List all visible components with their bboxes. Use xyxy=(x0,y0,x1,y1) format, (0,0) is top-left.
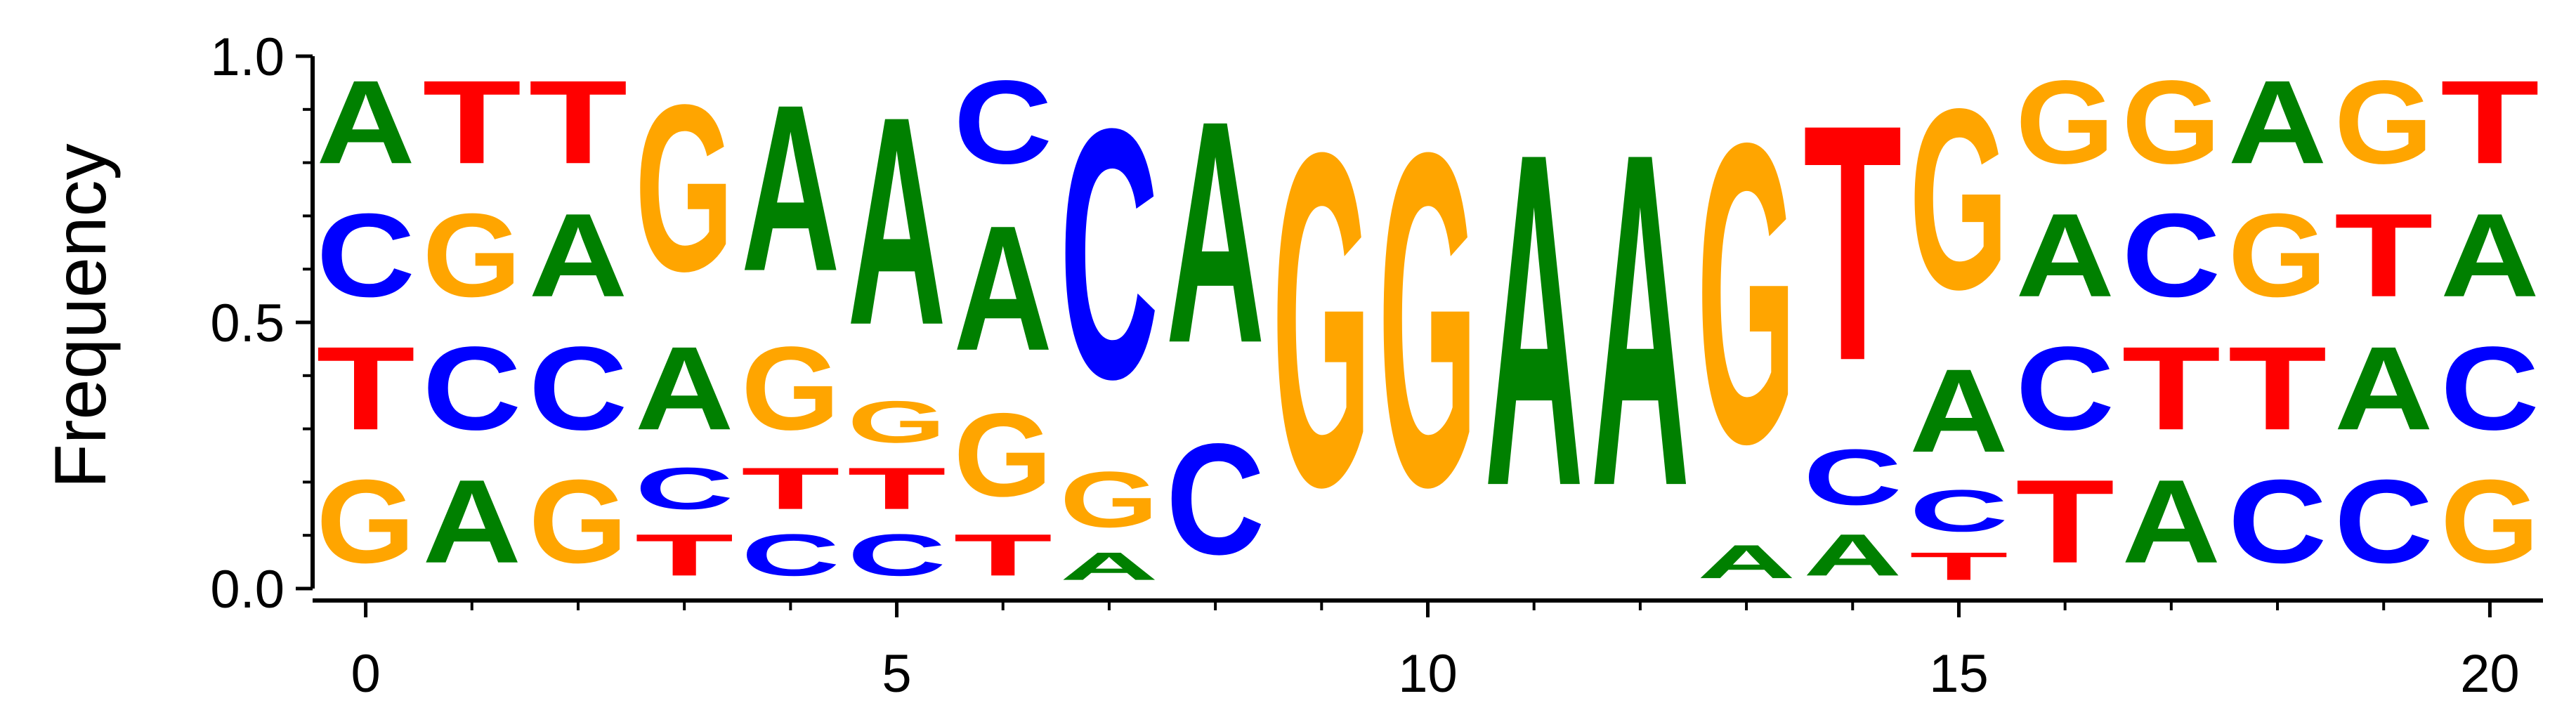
logo-letter-T-pos-14: T xyxy=(1803,55,1902,431)
logo-letter-T-pos-2: T xyxy=(529,55,628,188)
logo-letter-A-pos-8: A xyxy=(1166,54,1265,409)
logo-letter-G-pos-0: G xyxy=(316,456,415,588)
logo-letter-T-pos-16: T xyxy=(2015,454,2114,587)
logo-letter-C-pos-17: C xyxy=(2122,189,2221,322)
logo-letter-A-pos-11: A xyxy=(1484,53,1583,585)
logo-letter-A-pos-15: A xyxy=(1909,344,2008,477)
logo-letter-A-pos-3: A xyxy=(635,322,734,454)
logo-letter-C-pos-4: C xyxy=(741,522,840,589)
logo-letter-A-pos-16: A xyxy=(2015,189,2114,322)
logo-letter-G-pos-10: G xyxy=(1378,54,1477,585)
logo-letter-G-pos-4: G xyxy=(741,323,840,455)
logo-letter-C-pos-19: C xyxy=(2334,455,2433,588)
logo-letter-C-pos-15: C xyxy=(1909,478,2008,544)
x-tick-label: 5 xyxy=(882,644,911,704)
logo-letter-C-pos-8: C xyxy=(1166,410,1265,588)
logo-letter-G-pos-16: G xyxy=(2015,57,2114,189)
logo-letter-G-pos-15: G xyxy=(1909,55,2008,343)
axes: 0.0 0.5 1.0 0 5 10 15 20 xyxy=(210,27,2543,704)
logo-letter-T-pos-15: T xyxy=(1909,544,2008,589)
x-tick-label: 20 xyxy=(2460,644,2520,704)
logo-letter-G-pos-19: G xyxy=(2334,57,2433,189)
y-tick-label: 0.0 xyxy=(210,560,285,619)
logo-letter-C-pos-16: C xyxy=(2015,322,2114,454)
logo-letter-C-pos-20: C xyxy=(2440,322,2539,454)
logo-letter-A-pos-20: A xyxy=(2440,189,2539,322)
logo-letter-A-pos-7: A xyxy=(1060,544,1159,589)
logo-letter-T-pos-5: T xyxy=(847,455,946,522)
logo-letter-T-pos-0: T xyxy=(316,322,415,454)
logo-letter-T-pos-19: T xyxy=(2334,188,2433,321)
logo-letter-T-pos-6: T xyxy=(953,522,1052,589)
y-tick-label: 0.5 xyxy=(210,294,285,353)
logo-letter-A-pos-4: A xyxy=(741,55,840,321)
logo-letter-T-pos-18: T xyxy=(2228,322,2327,454)
logo-letter-A-pos-6: A xyxy=(953,188,1052,388)
logo-letter-A-pos-14: A xyxy=(1803,522,1902,589)
logo-letter-T-pos-3: T xyxy=(635,522,734,589)
logo-letter-G-pos-9: G xyxy=(1272,54,1371,585)
logo-letter-A-pos-2: A xyxy=(529,189,628,322)
logo-letter-C-pos-1: C xyxy=(422,322,521,454)
logo-letter-G-pos-5: G xyxy=(847,388,946,455)
logo-letter-G-pos-3: G xyxy=(635,55,734,321)
logo-letter-A-pos-0: A xyxy=(316,55,415,188)
logo-letter-C-pos-6: C xyxy=(953,55,1052,188)
logo-letter-C-pos-7: C xyxy=(1060,55,1159,453)
logo-letter-C-pos-18: C xyxy=(2228,455,2327,588)
y-tick-label: 1.0 xyxy=(210,27,285,87)
logo-letter-A-pos-17: A xyxy=(2122,455,2221,588)
x-tick-label: 15 xyxy=(1929,644,1989,704)
logo-letter-T-pos-1: T xyxy=(422,55,521,188)
logo-letter-G-pos-13: G xyxy=(1697,55,1796,533)
logo-letter-C-pos-0: C xyxy=(316,189,415,322)
logo-letter-G-pos-2: G xyxy=(529,456,628,588)
logo-letter-G-pos-1: G xyxy=(422,190,521,322)
logo-letter-A-pos-19: A xyxy=(2334,322,2433,454)
logo-letter-C-pos-14: C xyxy=(1803,433,1902,521)
x-tick-label: 10 xyxy=(1398,644,1458,704)
logo-letter-G-pos-20: G xyxy=(2440,456,2539,588)
logo-letter-A-pos-1: A xyxy=(422,455,521,588)
logo-letter-A-pos-12: A xyxy=(1591,53,1690,585)
logo-letter-A-pos-13: A xyxy=(1697,535,1796,589)
logo-letter-T-pos-17: T xyxy=(2122,322,2221,454)
logo-letter-C-pos-3: C xyxy=(635,455,734,522)
logo-letter-G-pos-17: G xyxy=(2122,57,2221,189)
logo-letter-T-pos-4: T xyxy=(741,455,840,522)
logo-letter-G-pos-18: G xyxy=(2228,190,2327,322)
logo-letter-C-pos-5: C xyxy=(847,522,946,589)
logo-letter-G-pos-6: G xyxy=(953,389,1052,521)
logo-letter-A-pos-5: A xyxy=(847,55,946,387)
logo-letter-C-pos-2: C xyxy=(529,322,628,454)
logo-letter-A-pos-18: A xyxy=(2228,55,2327,188)
logo-letter-T-pos-20: T xyxy=(2440,55,2539,188)
y-axis-title: Frequency xyxy=(40,143,122,488)
logo-letter-G-pos-7: G xyxy=(1060,455,1159,544)
x-tick-label: 0 xyxy=(351,644,380,704)
